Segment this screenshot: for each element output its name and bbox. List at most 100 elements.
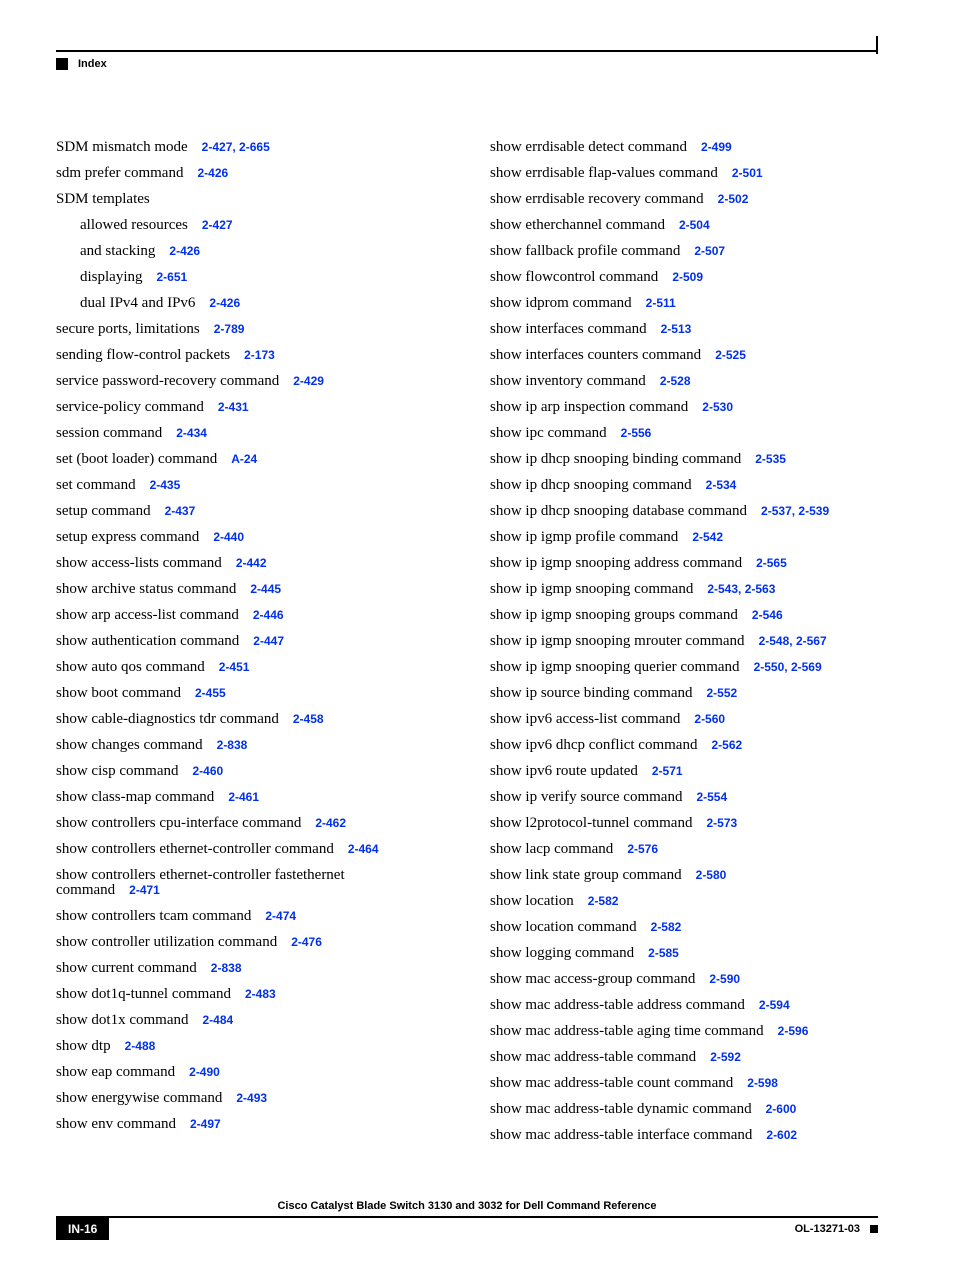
index-page-ref[interactable]: 2-455 xyxy=(195,686,226,700)
index-page-ref[interactable]: 2-488 xyxy=(125,1039,156,1053)
index-page-ref[interactable]: 2-461 xyxy=(228,790,259,804)
index-page-ref[interactable]: 2-445 xyxy=(250,582,281,596)
index-page-ref[interactable]: 2-562 xyxy=(711,738,742,752)
index-page-ref[interactable]: 2-543 xyxy=(707,582,738,596)
index-entry-text: show ip dhcp snooping binding command xyxy=(490,451,741,467)
index-entry-text: show dot1x command xyxy=(56,1012,189,1028)
index-page-ref[interactable]: 2-435 xyxy=(150,478,181,492)
index-page-ref[interactable]: 2-838 xyxy=(211,961,242,975)
index-entry-text: set command xyxy=(56,477,136,493)
index-page-ref[interactable]: 2-537 xyxy=(761,504,792,518)
index-page-ref[interactable]: 2-573 xyxy=(706,816,737,830)
index-page-ref[interactable]: 2-464 xyxy=(348,842,379,856)
index-page-ref[interactable]: 2-596 xyxy=(778,1024,809,1038)
index-page-ref[interactable]: 2-565 xyxy=(756,556,787,570)
index-page-ref[interactable]: 2-427 xyxy=(202,140,233,154)
index-entry-text: show mac address-table command xyxy=(490,1049,696,1065)
index-page-ref[interactable]: 2-576 xyxy=(627,842,658,856)
index-page-ref[interactable]: 2-838 xyxy=(217,738,248,752)
index-page-ref[interactable]: 2-507 xyxy=(694,244,725,258)
index-page-ref[interactable]: 2-546 xyxy=(752,608,783,622)
index-entry-text: show dtp xyxy=(56,1038,111,1054)
index-page-ref[interactable]: 2-530 xyxy=(702,400,733,414)
index-page-ref[interactable]: 2-789 xyxy=(214,322,245,336)
index-page-ref[interactable]: 2-476 xyxy=(291,935,322,949)
index-page-ref[interactable]: 2-651 xyxy=(157,270,188,284)
index-entry: show ip arp inspection command2-530 xyxy=(490,400,878,415)
index-page-ref[interactable]: 2-471 xyxy=(129,883,160,897)
index-page-ref[interactable]: 2-440 xyxy=(213,530,244,544)
index-page-ref[interactable]: 2-484 xyxy=(203,1013,234,1027)
index-page-ref[interactable]: 2-431 xyxy=(218,400,249,414)
index-page-ref[interactable]: 2-497 xyxy=(190,1117,221,1131)
index-page-ref[interactable]: 2-437 xyxy=(165,504,196,518)
index-page-ref[interactable]: 2-585 xyxy=(648,946,679,960)
index-page-ref[interactable]: 2-426 xyxy=(197,166,228,180)
index-page-ref[interactable]: 2-490 xyxy=(189,1065,220,1079)
index-page-ref[interactable]: 2-509 xyxy=(672,270,703,284)
index-page-ref[interactable]: 2-429 xyxy=(293,374,324,388)
index-page-ref[interactable]: 2-582 xyxy=(588,894,619,908)
index-page-ref[interactable]: 2-542 xyxy=(692,530,723,544)
header-rule xyxy=(56,50,878,52)
index-page-ref[interactable]: 2-513 xyxy=(661,322,692,336)
index-page-ref[interactable]: 2-539 xyxy=(798,504,829,518)
index-page-ref[interactable]: 2-602 xyxy=(766,1128,797,1142)
index-page-ref[interactable]: 2-426 xyxy=(209,296,240,310)
index-page-ref[interactable]: 2-462 xyxy=(315,816,346,830)
index-entry: session command2-434 xyxy=(56,426,444,441)
index-page-ref[interactable]: 2-451 xyxy=(219,660,250,674)
index-entry-text: service password-recovery command xyxy=(56,373,279,389)
index-page-ref[interactable]: 2-528 xyxy=(660,374,691,388)
index-page-ref[interactable]: 2-474 xyxy=(265,909,296,923)
index-page-ref[interactable]: 2-594 xyxy=(759,998,790,1012)
index-page-ref[interactable]: 2-483 xyxy=(245,987,276,1001)
index-page-ref[interactable]: 2-552 xyxy=(706,686,737,700)
index-entry: show ip verify source command2-554 xyxy=(490,790,878,805)
index-entry: dual IPv4 and IPv62-426 xyxy=(56,296,444,311)
index-page-ref[interactable]: 2-442 xyxy=(236,556,267,570)
index-page-ref[interactable]: 2-434 xyxy=(176,426,207,440)
index-page-ref[interactable]: 2-511 xyxy=(646,296,676,310)
index-page-ref[interactable]: 2-582 xyxy=(651,920,682,934)
index-page-ref[interactable]: 2-556 xyxy=(621,426,652,440)
index-page-ref[interactable]: 2-501 xyxy=(732,166,763,180)
index-page-ref[interactable]: 2-571 xyxy=(652,764,683,778)
index-page-ref[interactable]: 2-502 xyxy=(718,192,749,206)
index-page-ref[interactable]: 2-493 xyxy=(236,1091,267,1105)
index-page-ref[interactable]: 2-592 xyxy=(710,1050,741,1064)
index-page-ref[interactable]: 2-504 xyxy=(679,218,710,232)
index-page-ref[interactable]: 2-458 xyxy=(293,712,324,726)
index-page-ref[interactable]: 2-560 xyxy=(694,712,725,726)
index-page-ref[interactable]: 2-426 xyxy=(169,244,200,258)
index-entry-text: show controller utilization command xyxy=(56,934,277,950)
index-entry: sending flow-control packets2-173 xyxy=(56,348,444,363)
index-page-ref[interactable]: 2-548 xyxy=(759,634,790,648)
index-page-ref[interactable]: 2-173 xyxy=(244,348,275,362)
index-page-ref[interactable]: 2-665 xyxy=(239,140,270,154)
index-page-ref[interactable]: 2-446 xyxy=(253,608,284,622)
index-entry-text: show access-lists command xyxy=(56,555,222,571)
index-page-ref[interactable]: 2-535 xyxy=(755,452,786,466)
index-page-ref[interactable]: 2-427 xyxy=(202,218,233,232)
index-page-ref[interactable]: 2-554 xyxy=(696,790,727,804)
index-page-ref[interactable]: 2-499 xyxy=(701,140,732,154)
index-page-ref[interactable]: A-24 xyxy=(231,452,257,466)
index-page-ref[interactable]: 2-567 xyxy=(796,634,827,648)
index-page-ref[interactable]: 2-569 xyxy=(791,660,822,674)
index-page-ref[interactable]: 2-525 xyxy=(715,348,746,362)
index-page-ref[interactable]: 2-600 xyxy=(766,1102,797,1116)
footer-square-icon xyxy=(870,1225,878,1233)
index-entry: show ipv6 route updated2-571 xyxy=(490,764,878,779)
index-page-ref[interactable]: 2-460 xyxy=(192,764,223,778)
index-page-ref[interactable]: 2-550 xyxy=(754,660,785,674)
footer-left: IN-16 xyxy=(56,1218,109,1240)
index-page-ref[interactable]: 2-598 xyxy=(747,1076,778,1090)
index-page-ref[interactable]: 2-563 xyxy=(745,582,776,596)
index-entry-text: show controllers tcam command xyxy=(56,908,251,924)
index-page-ref[interactable]: 2-447 xyxy=(253,634,284,648)
index-entry: show controllers tcam command 2-474 xyxy=(56,909,444,924)
index-page-ref[interactable]: 2-534 xyxy=(706,478,737,492)
index-page-ref[interactable]: 2-590 xyxy=(709,972,740,986)
index-page-ref[interactable]: 2-580 xyxy=(696,868,727,882)
